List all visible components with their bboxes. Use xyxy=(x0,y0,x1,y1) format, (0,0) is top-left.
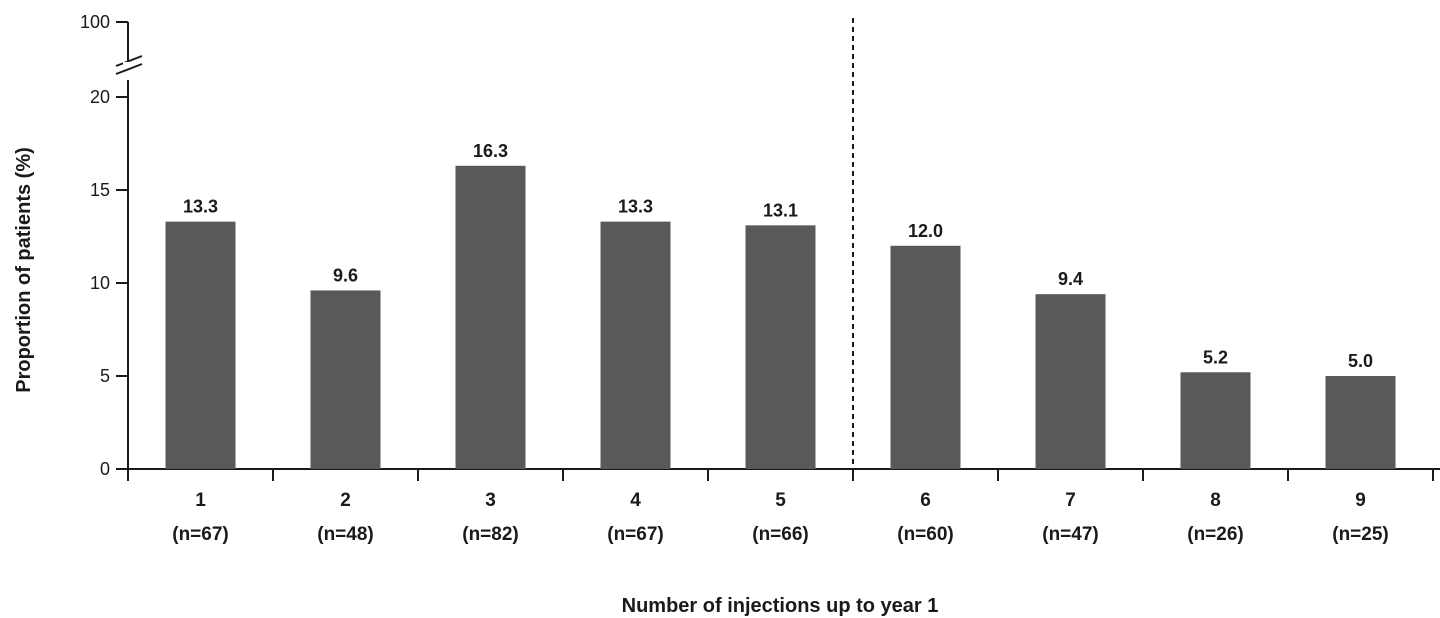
bar-4 xyxy=(600,221,671,469)
y-axis-title: Proportion of patients (%) xyxy=(13,147,35,393)
category-label: 1 xyxy=(195,490,206,511)
value-label: 13.3 xyxy=(618,197,653,217)
bar-9 xyxy=(1325,376,1396,469)
category-n-label: (n=47) xyxy=(1042,524,1099,545)
bars xyxy=(165,165,1396,469)
category-label: 8 xyxy=(1210,490,1221,511)
y-axis-break-mark xyxy=(115,63,143,75)
y-tick-label: 100 xyxy=(80,12,110,32)
value-label: 9.4 xyxy=(1058,269,1083,289)
y-axis-break-gap xyxy=(123,62,133,66)
value-label: 12.0 xyxy=(908,221,943,241)
bar-6 xyxy=(890,245,961,469)
category-n-label: (n=26) xyxy=(1187,524,1244,545)
value-label: 5.0 xyxy=(1348,351,1373,371)
category-label: 2 xyxy=(340,490,351,511)
category-n-label: (n=25) xyxy=(1332,524,1389,545)
category-n-label: (n=82) xyxy=(462,524,519,545)
category-n-label: (n=66) xyxy=(752,524,809,545)
bar-1 xyxy=(165,221,236,469)
category-label: 6 xyxy=(920,490,931,511)
category-label: 3 xyxy=(485,490,496,511)
bar-8 xyxy=(1180,372,1251,469)
value-label: 9.6 xyxy=(333,265,358,285)
y-axis-break-mark xyxy=(115,55,143,67)
bar-7 xyxy=(1035,294,1106,469)
bar-2 xyxy=(310,290,381,469)
y-tick-label: 15 xyxy=(90,180,110,200)
category-label: 9 xyxy=(1355,490,1366,511)
x-axis-title: Number of injections up to year 1 xyxy=(622,595,939,617)
category-n-label: (n=67) xyxy=(172,524,229,545)
value-label: 16.3 xyxy=(473,141,508,161)
y-tick-label: 20 xyxy=(90,87,110,107)
category-label: 7 xyxy=(1065,490,1076,511)
category-label: 5 xyxy=(775,490,786,511)
y-tick-label: 5 xyxy=(100,366,110,386)
y-tick-label: 10 xyxy=(90,273,110,293)
y-tick-label: 0 xyxy=(100,459,110,479)
category-label: 4 xyxy=(630,490,641,511)
value-label: 13.1 xyxy=(763,200,798,220)
value-label: 13.3 xyxy=(183,197,218,217)
bar-3 xyxy=(455,165,526,469)
value-label: 5.2 xyxy=(1203,347,1228,367)
category-n-label: (n=48) xyxy=(317,524,374,545)
x-axis: 1 (n=67) 2 (n=48) 3 (n=82) 4 (n=67) 5 (n=66) 6 (n=6… xyxy=(127,468,1440,545)
category-n-label: (n=67) xyxy=(607,524,664,545)
bar-5 xyxy=(745,225,816,469)
data-labels: 13.3 9.6 16.3 13.3 13.1 12.0 9.4 5.2 5.0 xyxy=(183,141,1373,371)
category-n-label: (n=60) xyxy=(897,524,954,545)
y-axis: 0 5 10 15 20 100 xyxy=(80,12,143,479)
